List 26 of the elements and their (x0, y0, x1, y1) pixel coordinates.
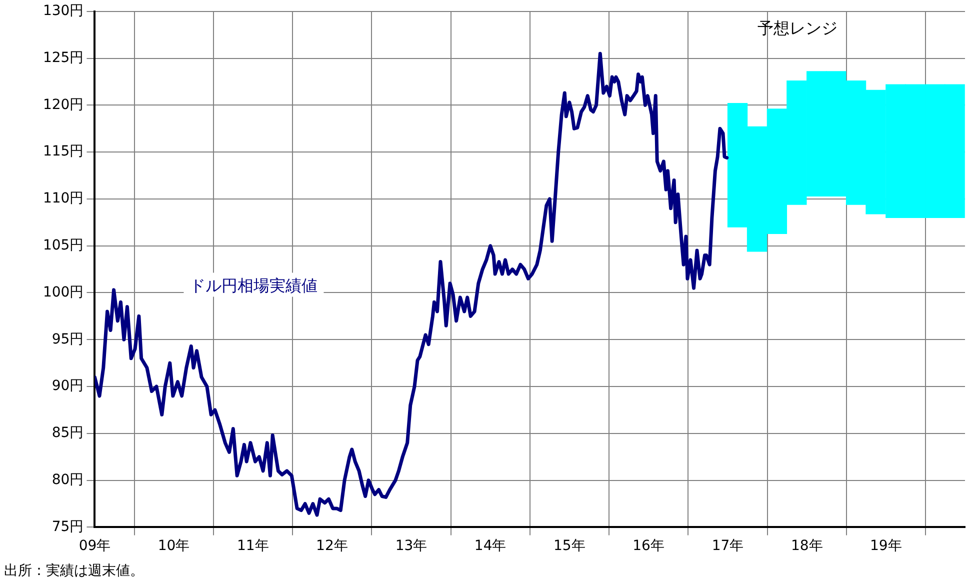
x-tick-label: 14年 (474, 538, 506, 554)
x-tick-label: 18年 (790, 538, 823, 554)
y-tick-label: 130円 (42, 3, 84, 20)
y-tick-label: 125円 (42, 50, 84, 66)
y-tick-label: 105円 (42, 237, 84, 254)
y-tick-label: 85円 (52, 425, 84, 442)
text: 出所：実績は週末値。 (4, 562, 144, 580)
y-tick-label: 75円 (52, 518, 84, 535)
x-tick-label: 13年 (395, 538, 428, 554)
y-tick-label: 95円 (52, 331, 84, 348)
x-tick-label: 12年 (316, 538, 348, 554)
y-tick-label: 90円 (52, 378, 84, 394)
y-tick-label: 100円 (42, 284, 84, 300)
x-tick-label: 16年 (632, 538, 664, 554)
x-tick-label: 19年 (870, 538, 902, 554)
x-tick-label: 10年 (158, 538, 190, 554)
text: ドル円相場実績値 (190, 276, 318, 295)
x-tick-label: 09年 (78, 538, 111, 554)
x-tick-label: 15年 (553, 538, 586, 554)
y-tick-label: 120円 (42, 96, 84, 113)
x-tick-label: 11年 (236, 538, 269, 554)
text: 予想レンジ (758, 18, 838, 38)
y-tick-label: 80円 (52, 472, 84, 488)
x-tick-label: 17年 (712, 538, 744, 554)
y-tick-label: 115円 (42, 144, 84, 160)
y-tick-label: 110円 (42, 190, 84, 207)
